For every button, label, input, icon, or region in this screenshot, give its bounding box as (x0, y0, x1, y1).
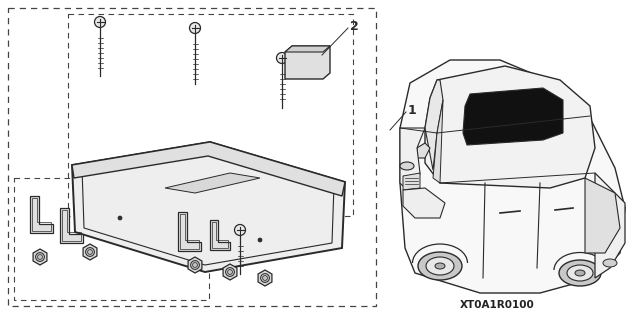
Polygon shape (400, 60, 625, 293)
Ellipse shape (400, 162, 414, 170)
Polygon shape (165, 173, 260, 193)
Polygon shape (463, 88, 563, 145)
Polygon shape (417, 143, 430, 158)
Polygon shape (425, 80, 443, 170)
Polygon shape (72, 142, 345, 196)
Circle shape (118, 216, 122, 220)
Polygon shape (403, 173, 420, 190)
Text: 1: 1 (408, 103, 417, 116)
Ellipse shape (426, 257, 454, 275)
Ellipse shape (435, 263, 445, 269)
Polygon shape (33, 249, 47, 265)
Ellipse shape (575, 270, 585, 276)
Circle shape (189, 23, 200, 33)
Polygon shape (223, 264, 237, 280)
Ellipse shape (567, 265, 593, 281)
Circle shape (36, 253, 44, 261)
Circle shape (260, 274, 269, 282)
Polygon shape (83, 244, 97, 260)
Bar (8, 8, 376, 306)
Polygon shape (403, 188, 445, 218)
Text: 2: 2 (350, 19, 359, 33)
Circle shape (234, 225, 246, 235)
Polygon shape (425, 66, 595, 188)
Ellipse shape (418, 252, 462, 280)
Circle shape (191, 261, 200, 270)
Circle shape (276, 53, 287, 63)
Polygon shape (178, 212, 201, 251)
Ellipse shape (559, 260, 601, 286)
Circle shape (258, 238, 262, 242)
Bar (68, 14, 353, 216)
Polygon shape (188, 257, 202, 273)
Polygon shape (285, 46, 330, 52)
Bar (14, 178, 209, 300)
Polygon shape (210, 220, 230, 250)
Polygon shape (72, 142, 345, 272)
Circle shape (95, 17, 106, 27)
Polygon shape (585, 178, 620, 253)
Ellipse shape (603, 259, 617, 267)
Polygon shape (258, 270, 272, 286)
Polygon shape (285, 46, 330, 79)
Text: XT0A1R0100: XT0A1R0100 (460, 300, 534, 310)
Polygon shape (433, 100, 443, 183)
Polygon shape (595, 173, 625, 278)
Circle shape (226, 268, 234, 276)
Polygon shape (30, 196, 53, 233)
Polygon shape (400, 128, 425, 198)
Circle shape (86, 248, 95, 256)
Polygon shape (60, 208, 83, 243)
